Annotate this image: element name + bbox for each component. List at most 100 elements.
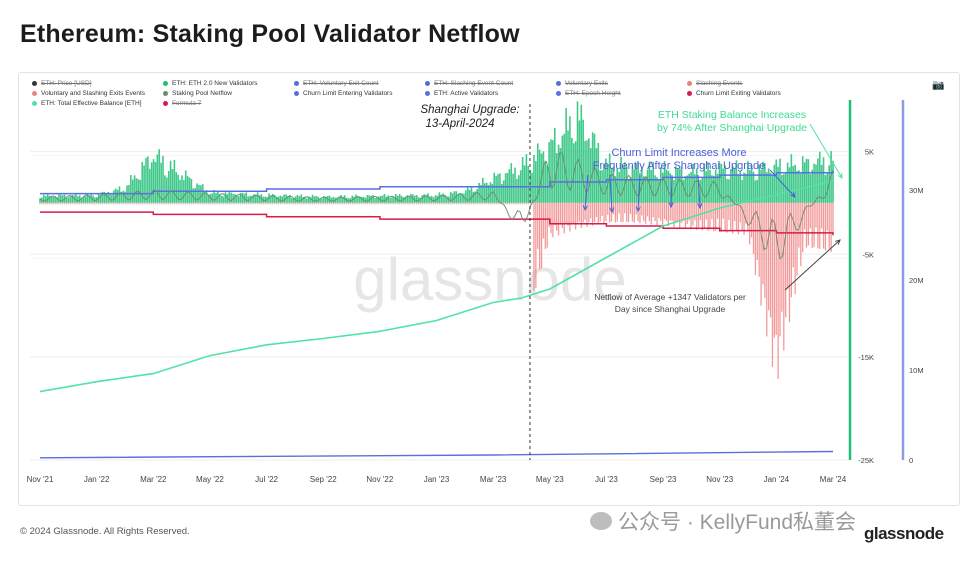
- legend-dot-icon: [163, 90, 168, 96]
- legend-dot-icon: [294, 90, 299, 96]
- y-right-tick-label: 30M: [909, 186, 924, 195]
- annotation-balance: by 74% After Shanghai Upgrade: [657, 122, 807, 134]
- balance-arrow: [809, 123, 843, 179]
- y-left-tick-label: 5K: [865, 147, 874, 156]
- netflow-arrow: [784, 239, 841, 291]
- legend-label: ETH: Total Effective Balance [ETH]: [41, 99, 142, 107]
- annotation-netflow: Netflow of Average +1347 Validators per: [594, 292, 746, 302]
- legend-item[interactable]: ETH: Total Effective Balance [ETH]: [32, 100, 163, 107]
- churn-arrow: [697, 174, 701, 209]
- legend-dot-icon: [32, 80, 37, 86]
- annotation-netflow: Day since Shanghai Upgrade: [615, 304, 726, 314]
- x-tick-label: Sep '23: [650, 475, 677, 484]
- chart-panel: [18, 72, 960, 506]
- legend-label: Churn Limit Entering Validators: [303, 89, 393, 97]
- page-title: Ethereum: Staking Pool Validator Netflow: [20, 20, 520, 48]
- x-tick-label: Nov '23: [706, 475, 733, 484]
- active-validators-line: [39, 450, 834, 459]
- legend-dot-icon: [32, 90, 37, 96]
- annotation-shanghai: 13-April-2024: [425, 118, 494, 130]
- legend-item[interactable]: ETH: Epoch Height: [556, 90, 687, 97]
- x-tick-label: May '23: [536, 475, 564, 484]
- legend-label: ETH: Price [USD]: [41, 79, 92, 87]
- legend-row: ETH: Price [USD] ETH: ETH 2.0 New Validat…: [32, 78, 912, 88]
- legend-item[interactable]: ETH: Voluntary Exit Count: [294, 80, 425, 87]
- wechat-icon: [590, 512, 612, 530]
- legend-label: ETH: Epoch Height: [565, 89, 621, 97]
- x-tick-label: Jul '23: [595, 475, 618, 484]
- total-balance-line: [39, 180, 834, 393]
- churn-arrow-head: [790, 192, 796, 198]
- legend-item[interactable]: Voluntary Exits: [556, 80, 687, 87]
- legend-item[interactable]: ETH: Slashing Event Count: [425, 80, 556, 87]
- legend-item[interactable]: Slashing Events: [687, 80, 818, 87]
- annotation-balance: ETH Staking Balance Increases: [658, 109, 806, 121]
- legend-dot-icon: [687, 80, 692, 86]
- churn-arrow: [769, 169, 796, 198]
- legend-item[interactable]: Staking Pool Netflow: [163, 90, 294, 97]
- legend-label: ETH: Slashing Event Count: [434, 79, 514, 87]
- y-right-tick-label: 20M: [909, 276, 924, 285]
- legend-dot-icon: [556, 80, 561, 86]
- legend-dot-icon: [163, 80, 168, 86]
- wechat-overlay: 公众号 · KellyFund私董会: [590, 506, 856, 536]
- churn-arrow: [584, 174, 589, 211]
- legend-item[interactable]: ETH: Active Validators: [425, 90, 556, 97]
- y-left-tick-label: -25K: [858, 456, 874, 465]
- copyright-footer: © 2024 Glassnode. All Rights Reserved.: [20, 526, 190, 537]
- churn-arrow: [670, 174, 673, 208]
- churn-arrow-head: [582, 205, 588, 212]
- brand-logo: glassnode: [864, 524, 944, 543]
- y-left-tick-label: -5K: [862, 250, 874, 259]
- x-tick-label: Nov '21: [27, 475, 54, 484]
- x-tick-label: Mar '22: [140, 475, 167, 484]
- churn-arrow-head: [668, 202, 674, 209]
- churn-exiting-line: [40, 211, 834, 236]
- y-left-tick-label: -15K: [858, 353, 874, 362]
- legend-label: ETH: Voluntary Exit Count: [303, 79, 379, 87]
- annotation-churn: Frequently After Shanghai Upgrade: [593, 160, 765, 172]
- churn-entering-line: [40, 170, 834, 195]
- x-tick-label: Mar '24: [820, 475, 847, 484]
- camera-icon[interactable]: 📷: [932, 80, 945, 91]
- annotation-shanghai: Shanghai Upgrade:: [420, 104, 519, 116]
- legend-label: Voluntary Exits: [565, 79, 608, 87]
- x-tick-label: Sep '22: [310, 475, 337, 484]
- churn-arrow-head: [697, 203, 703, 210]
- y-right-tick-label: 10M: [909, 366, 924, 375]
- churn-arrow: [637, 174, 641, 212]
- netflow-line: [39, 152, 834, 260]
- legend-label: Slashing Events: [696, 79, 743, 87]
- legend-label: Formula 7: [172, 99, 202, 107]
- legend-item[interactable]: ETH: Price [USD]: [32, 80, 163, 87]
- legend-label: ETH: ETH 2.0 New Validators: [172, 79, 258, 87]
- y-right-tick-label: 0: [909, 456, 913, 465]
- legend-label: Voluntary and Slashing Exits Events: [41, 89, 146, 97]
- wechat-overlay-text: 公众号 · KellyFund私董会: [618, 511, 857, 534]
- legend-dot-icon: [687, 90, 692, 96]
- chart-legend: ETH: Price [USD] ETH: ETH 2.0 New Validat…: [32, 78, 912, 108]
- legend-label: ETH: Active Validators: [434, 89, 499, 97]
- legend-item[interactable]: Churn Limit Exiting Validators: [687, 90, 818, 97]
- churn-arrow-head: [609, 207, 615, 214]
- churn-arrow: [609, 174, 613, 213]
- x-tick-label: May '22: [196, 475, 224, 484]
- legend-item[interactable]: Formula 7: [163, 100, 294, 107]
- legend-row: Voluntary and Slashing Exits Events Staki…: [32, 88, 912, 98]
- legend-dot-icon: [425, 80, 430, 86]
- legend-dot-icon: [425, 90, 430, 96]
- balance-arrow-head: [837, 172, 843, 179]
- legend-item[interactable]: ETH: ETH 2.0 New Validators: [163, 80, 294, 87]
- x-tick-label: Jul '22: [255, 475, 278, 484]
- annotation-churn: Churn Limit Increases More: [611, 147, 746, 159]
- watermark: glassnode: [353, 246, 627, 313]
- legend-dot-icon: [294, 80, 299, 86]
- legend-dot-icon: [556, 90, 561, 96]
- legend-dot-icon: [163, 100, 168, 106]
- legend-item[interactable]: Voluntary and Slashing Exits Events: [32, 90, 163, 97]
- x-tick-label: Jan '23: [424, 475, 450, 484]
- churn-arrow-head: [635, 206, 641, 213]
- legend-item[interactable]: Churn Limit Entering Validators: [294, 90, 425, 97]
- legend-row: ETH: Total Effective Balance [ETH] Formul…: [32, 98, 912, 108]
